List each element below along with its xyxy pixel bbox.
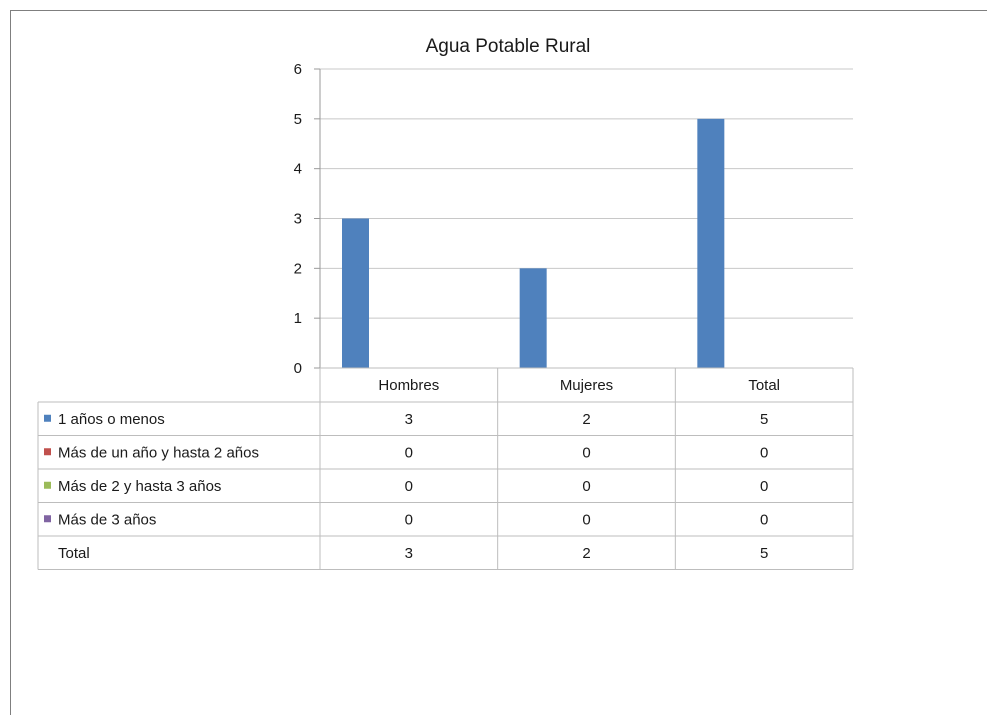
column-header: Hombres [378, 377, 439, 394]
data-label: 5 [760, 411, 768, 428]
y-tick-label: 6 [294, 61, 302, 78]
data-label: 0 [582, 444, 590, 461]
data-label: 0 [405, 444, 413, 461]
chart-frame [10, 10, 987, 715]
data-label: 0 [405, 478, 413, 495]
legend-swatch-1 [44, 414, 51, 422]
chart-title: Agua Potable Rural [426, 36, 591, 57]
total-value: 5 [760, 545, 768, 562]
data-label: 0 [760, 478, 768, 495]
bar-1-mujeres [519, 268, 547, 368]
data-label: 0 [582, 478, 590, 495]
row-label: Más de 2 y hasta 3 años [58, 478, 221, 495]
row-label: Más de un año y hasta 2 años [58, 444, 259, 461]
data-label: 2 [582, 411, 590, 428]
total-value: 2 [582, 545, 590, 562]
data-label: 0 [405, 511, 413, 528]
y-tick-label: 1 [294, 310, 302, 327]
data-label: 0 [760, 511, 768, 528]
y-tick-label: 4 [294, 161, 302, 178]
row-label: 1 años o menos [58, 411, 165, 428]
legend-swatch-3 [44, 481, 51, 489]
total-value: 3 [405, 545, 413, 562]
row-label: Más de 3 años [58, 511, 156, 528]
bar-1-hombres [342, 218, 369, 368]
y-tick-label: 2 [294, 260, 302, 277]
data-label: 3 [405, 411, 413, 428]
legend-swatch-4 [44, 515, 51, 523]
column-header: Mujeres [560, 377, 613, 394]
column-header: Total [748, 377, 780, 394]
data-label: 0 [760, 444, 768, 461]
legend-swatch-2 [44, 448, 51, 456]
y-tick-label: 0 [294, 360, 302, 377]
bar-1-total [697, 118, 725, 368]
y-tick-label: 3 [294, 211, 302, 228]
data-label: 0 [582, 511, 590, 528]
total-row-label: Total [58, 545, 90, 562]
y-tick-label: 5 [294, 111, 302, 128]
